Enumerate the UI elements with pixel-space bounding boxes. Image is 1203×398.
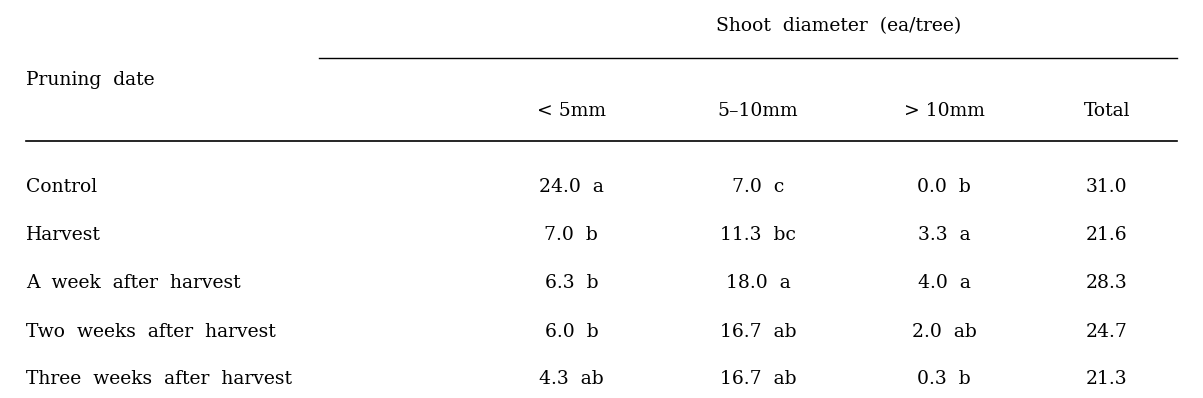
Text: 16.7  ab: 16.7 ab	[719, 370, 796, 388]
Text: 5–10mm: 5–10mm	[717, 102, 799, 121]
Text: 16.7  ab: 16.7 ab	[719, 323, 796, 341]
Text: Two  weeks  after  harvest: Two weeks after harvest	[26, 323, 277, 341]
Text: 31.0: 31.0	[1086, 178, 1127, 196]
Text: 6.3  b: 6.3 b	[545, 273, 598, 292]
Text: 0.0  b: 0.0 b	[918, 178, 971, 196]
Text: 24.0  a: 24.0 a	[539, 178, 604, 196]
Text: 21.3: 21.3	[1086, 370, 1127, 388]
Text: Total: Total	[1084, 102, 1130, 121]
Text: 0.3  b: 0.3 b	[918, 370, 971, 388]
Text: 3.3  a: 3.3 a	[918, 226, 971, 244]
Text: 7.0  c: 7.0 c	[731, 178, 784, 196]
Text: 4.0  a: 4.0 a	[918, 273, 971, 292]
Text: Pruning  date: Pruning date	[26, 70, 155, 89]
Text: 2.0  ab: 2.0 ab	[912, 323, 977, 341]
Text: A  week  after  harvest: A week after harvest	[26, 273, 241, 292]
Text: > 10mm: > 10mm	[903, 102, 985, 121]
Text: 24.7: 24.7	[1086, 323, 1127, 341]
Text: 18.0  a: 18.0 a	[725, 273, 790, 292]
Text: Harvest: Harvest	[26, 226, 101, 244]
Text: Shoot  diameter  (ea/tree): Shoot diameter (ea/tree)	[717, 17, 961, 35]
Text: 6.0  b: 6.0 b	[545, 323, 598, 341]
Text: 7.0  b: 7.0 b	[545, 226, 598, 244]
Text: 28.3: 28.3	[1086, 273, 1127, 292]
Text: Control: Control	[26, 178, 97, 196]
Text: 21.6: 21.6	[1086, 226, 1127, 244]
Text: 11.3  bc: 11.3 bc	[719, 226, 796, 244]
Text: < 5mm: < 5mm	[537, 102, 606, 121]
Text: 4.3  ab: 4.3 ab	[539, 370, 604, 388]
Text: Three  weeks  after  harvest: Three weeks after harvest	[26, 370, 292, 388]
